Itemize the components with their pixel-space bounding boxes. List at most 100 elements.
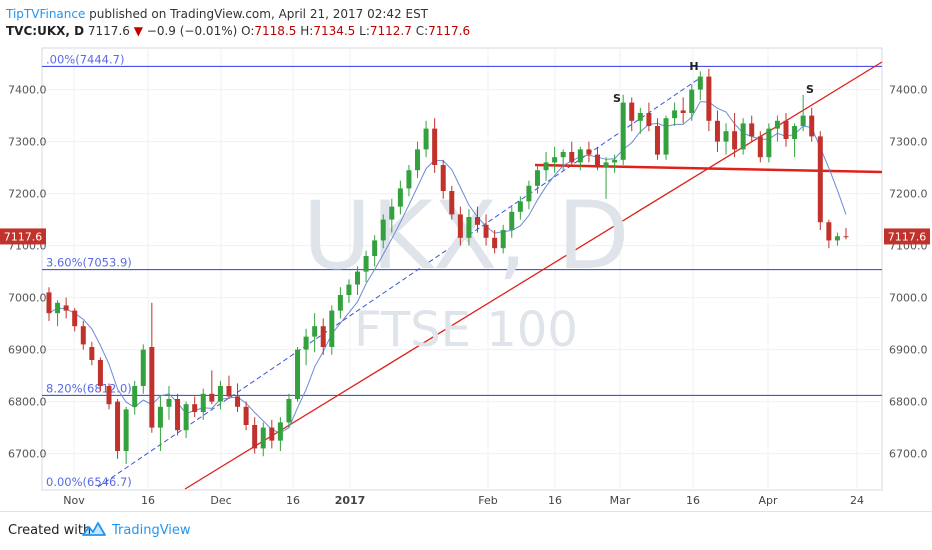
candle-up [423, 128, 429, 150]
candle-up [312, 326, 318, 337]
candle-up [166, 399, 172, 407]
candle-down [492, 237, 498, 249]
created-with-text: Created with [8, 523, 92, 538]
y-tick-left: 6700.0 [8, 448, 47, 461]
candle-up [774, 120, 780, 129]
high-label: H: [300, 24, 314, 38]
candle-up [217, 386, 223, 402]
watermark-name: FTSE 100 [354, 302, 578, 358]
trend-lines [97, 61, 883, 490]
candle-up [337, 295, 343, 311]
candle-up [517, 201, 523, 212]
candle-down [586, 149, 592, 155]
plot-area [41, 47, 883, 491]
y-tick-right: 6800.0 [889, 396, 928, 409]
candle-down [749, 123, 755, 137]
candle-down [594, 154, 600, 168]
candle-up [723, 131, 729, 142]
candle-up [157, 406, 163, 428]
neckline [534, 163, 883, 174]
candle-up [740, 123, 746, 150]
candle-up [560, 152, 566, 158]
candle-down [175, 399, 181, 431]
candle-down [569, 152, 575, 163]
candle-down [706, 76, 712, 121]
candle-down [474, 217, 480, 225]
x-tick-label: 16 [286, 494, 300, 507]
y-tick-right: 6700.0 [889, 448, 928, 461]
candle-down [646, 113, 652, 126]
candle-up [363, 256, 369, 272]
candle-down [149, 347, 155, 428]
pattern-label: S [806, 83, 814, 96]
chart[interactable]: .00%(7444.7) 3.60%(7053.9) 8.20%(6812.0) 0.… [0, 0, 932, 512]
tradingview-logo-icon[interactable] [82, 520, 106, 540]
rising-trendline [184, 61, 883, 490]
candle-down [817, 136, 823, 223]
candle-up [792, 126, 798, 139]
candle-down [843, 236, 849, 238]
candle-up [200, 393, 206, 412]
price-change: −0.9 (−0.01%) [146, 24, 238, 38]
x-tick-label: 16 [548, 494, 562, 507]
y-tick-right: 7400.0 [889, 84, 928, 97]
candle-up [663, 118, 669, 155]
candle-down [209, 393, 215, 402]
candle-up [389, 206, 395, 220]
candle-down [235, 396, 241, 407]
candle-up [509, 211, 515, 230]
candle-up [346, 284, 352, 295]
candle-down [432, 128, 438, 165]
candle-down [654, 126, 660, 155]
price-tag-left [0, 228, 46, 245]
candle-up [183, 404, 189, 431]
candle-down [680, 110, 686, 113]
candle-down [269, 427, 275, 441]
candle-up [612, 159, 618, 163]
y-tick-left: 7000.0 [8, 292, 47, 305]
x-tick-label: Mar [610, 494, 631, 507]
fib-levels: .00%(7444.7) 3.60%(7053.9) 8.20%(6812.0) 0.… [42, 52, 882, 489]
y-tick-left: 7200.0 [8, 188, 47, 201]
x-tick-label: 16 [686, 494, 700, 507]
candle-up [800, 115, 806, 126]
candle-up [415, 149, 421, 171]
candle-up [397, 188, 403, 207]
y-tick-left: 6800.0 [8, 396, 47, 409]
y-tick-left: 7400.0 [8, 84, 47, 97]
candle-down [252, 425, 258, 449]
candle-down [449, 191, 455, 215]
candle-up [526, 185, 532, 202]
open-label: O: [241, 24, 255, 38]
candle-down [115, 401, 121, 451]
fib-label: 0.00%(6546.7) [46, 475, 132, 489]
price-tag-right-label: 7117.6 [888, 230, 927, 243]
candle-up [329, 310, 335, 347]
candle-down [226, 386, 232, 397]
x-tick-label: 24 [850, 494, 864, 507]
y-tick-right: 6900.0 [889, 344, 928, 357]
candle-down [483, 224, 489, 238]
footer: Created with TradingView [0, 511, 932, 550]
candle-up [260, 427, 266, 449]
candle-up [620, 102, 626, 160]
x-tick-label: 2017 [335, 494, 366, 507]
candle-down [809, 115, 815, 137]
chart-header: TipTVFinance published on TradingView.co… [6, 6, 470, 40]
fib-label: 8.20%(6812.0) [46, 381, 132, 395]
grid [41, 47, 883, 491]
candle-up [140, 349, 146, 386]
price-tag-left-label: 7117.6 [4, 230, 43, 243]
candle-up [603, 162, 609, 168]
tradingview-brand-link[interactable]: TradingView [112, 523, 191, 538]
candle-up [355, 271, 361, 285]
candle-up [55, 302, 61, 314]
candle-down [757, 136, 763, 158]
candle-down [80, 326, 86, 345]
candle-down [192, 404, 198, 412]
candle-up [534, 170, 540, 186]
author-link[interactable]: TipTVFinance [6, 7, 86, 21]
y-tick-right: 7000.0 [889, 292, 928, 305]
candle-down [826, 222, 832, 241]
